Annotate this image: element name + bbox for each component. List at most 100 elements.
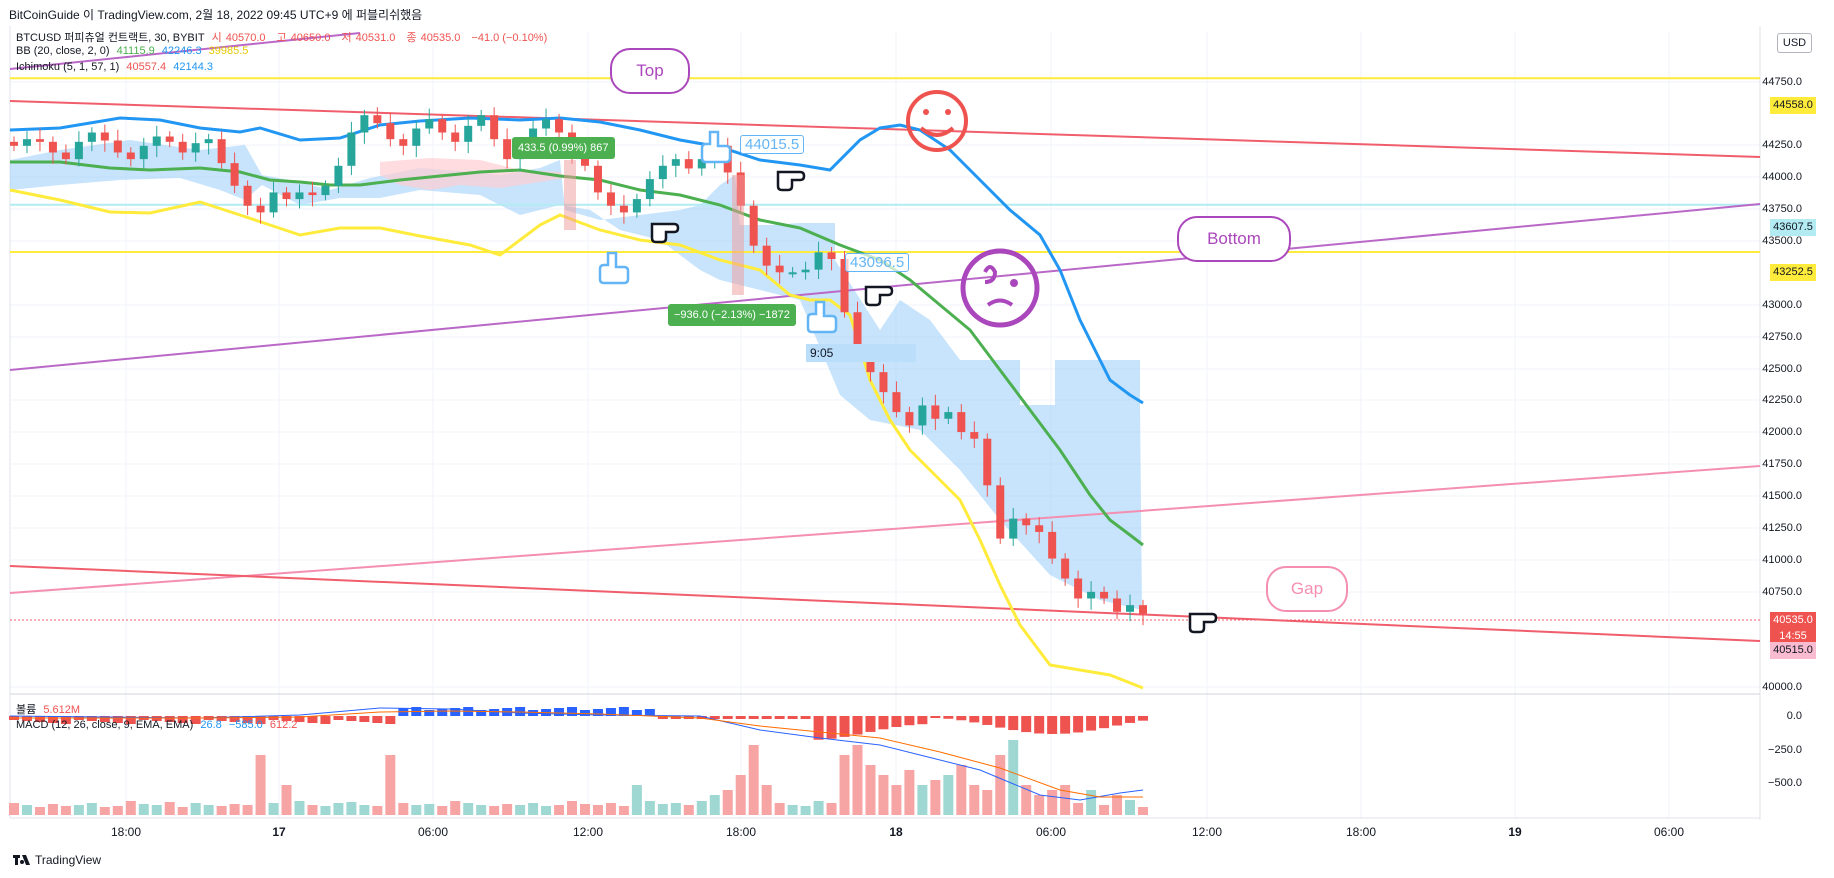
price-tick: 43500.0 — [1762, 235, 1802, 247]
macd-value: 26.8 — [200, 719, 222, 731]
candle-body — [593, 165, 602, 193]
candle-body — [269, 192, 278, 213]
dizzy-eye-icon — [983, 265, 998, 284]
macd-tick: 0.0 — [1786, 710, 1802, 722]
macd-hist-bar — [813, 716, 824, 740]
candle-body — [788, 272, 797, 275]
volume-bar — [1099, 805, 1110, 815]
drawings[interactable] — [564, 90, 1218, 634]
volume-bar — [112, 806, 123, 815]
candle-body — [373, 115, 382, 124]
candle-body — [905, 412, 914, 426]
volume-bar — [385, 755, 396, 815]
macd-tick: −500.0 — [1768, 777, 1802, 789]
volume-bar — [177, 807, 188, 815]
candle-body — [139, 145, 148, 160]
gap-callout[interactable]: Gap — [1266, 566, 1348, 612]
macd-hist-bar — [242, 716, 253, 723]
time-tick: 12:00 — [572, 825, 604, 839]
macd-hist-bar — [943, 716, 954, 719]
time-tick: 06:00 — [1035, 825, 1067, 839]
volume-bar — [60, 806, 71, 815]
volume-bar — [268, 803, 279, 815]
candle-body — [1087, 591, 1096, 599]
volume-bar — [592, 805, 603, 815]
volume-bar — [1060, 785, 1071, 815]
candle-body — [1126, 605, 1135, 612]
candle-body — [386, 123, 395, 140]
candle-body — [840, 258, 849, 313]
smiley-mouth-icon — [919, 126, 955, 137]
volume-bar — [644, 801, 655, 815]
volume-bar — [631, 785, 642, 815]
tradingview-logo-icon — [13, 855, 30, 865]
top-callout[interactable]: Top — [610, 48, 690, 94]
volume-bar — [450, 801, 461, 815]
price-tick: 43000.0 — [1762, 299, 1802, 311]
candle-body — [801, 269, 810, 273]
volume-legend: 볼륨 5.612M — [16, 701, 84, 717]
price-tick: 43750.0 — [1762, 203, 1802, 215]
volume-bar — [1008, 740, 1019, 815]
candle-body — [360, 115, 369, 133]
price-tick: 42500.0 — [1762, 363, 1802, 375]
macd-hist-bar — [229, 716, 240, 722]
last-price-tag: 40535.0 — [1770, 612, 1816, 629]
candle-body — [178, 141, 187, 153]
bb-label: BB (20, close, 2, 0) — [16, 45, 110, 57]
candle-body — [814, 252, 823, 270]
macd-hist-bar — [177, 716, 188, 723]
macd-hist-bar — [112, 716, 123, 723]
trend-line-pink — [9, 465, 1761, 594]
macd-hist-bar — [333, 716, 344, 720]
volume-bar — [1138, 807, 1148, 815]
macd-hist-bar — [255, 716, 266, 724]
volume-bar — [320, 806, 331, 815]
measure-up-label[interactable]: 433.5 (0.99%) 867 — [512, 137, 615, 159]
volume-bar — [502, 804, 513, 815]
macd-hist-bar — [294, 716, 305, 722]
cloud-area — [10, 140, 1142, 610]
candle-body — [1022, 518, 1031, 526]
volume-bar — [424, 804, 435, 815]
price-tick: 41000.0 — [1762, 554, 1802, 566]
macd-hist-bar — [1034, 716, 1045, 734]
price-label-mid[interactable]: 43096.5 — [845, 253, 910, 272]
macd-hist-bar — [800, 716, 811, 719]
price-change: −41.0 (−0.10%) — [471, 32, 548, 44]
pointing-hand-icon — [1188, 612, 1218, 634]
volume-bar — [216, 806, 227, 815]
currency-button[interactable]: USD — [1777, 33, 1812, 53]
candle-body — [775, 265, 784, 273]
macd-hist-bar — [878, 716, 889, 730]
macd-hist-bar — [1008, 716, 1019, 731]
volume-bar — [21, 805, 32, 815]
ohlc-close: 종 40535.0 — [406, 32, 461, 44]
price-label-high[interactable]: 44015.5 — [740, 135, 805, 154]
pointing-hand-icon-shape — [650, 222, 680, 244]
volume-bar — [242, 805, 253, 815]
candle-body — [1113, 598, 1122, 612]
pointing-hand-icon — [864, 285, 894, 307]
bottom-callout[interactable]: Bottom — [1177, 216, 1291, 262]
volume-bar — [567, 801, 578, 815]
bb-upper-value: 42246.3 — [161, 45, 202, 57]
ichimoku-legend: Ichimoku (5, 1, 57, 1) 40557.4 42144.3 — [16, 61, 217, 73]
candle-body — [1100, 591, 1109, 599]
footer-brand[interactable]: TradingView — [13, 853, 101, 867]
candle-body — [606, 192, 615, 206]
macd-hist-bar — [1125, 716, 1136, 723]
candle-body — [48, 141, 57, 153]
ichimoku-value-2: 42144.3 — [173, 61, 213, 73]
time-tick: 19 — [1508, 825, 1522, 839]
thumb-pointer-icon — [700, 130, 732, 164]
measure-down-label[interactable]: −936.0 (−2.13%) −1872 — [668, 304, 796, 326]
candle-body — [944, 412, 953, 419]
candle-body — [126, 152, 135, 160]
volume-bar — [969, 785, 980, 815]
volume-bar — [917, 785, 928, 815]
volume-bar — [735, 775, 746, 815]
volume-bar — [696, 801, 707, 815]
macd-hist-bar — [982, 716, 993, 725]
